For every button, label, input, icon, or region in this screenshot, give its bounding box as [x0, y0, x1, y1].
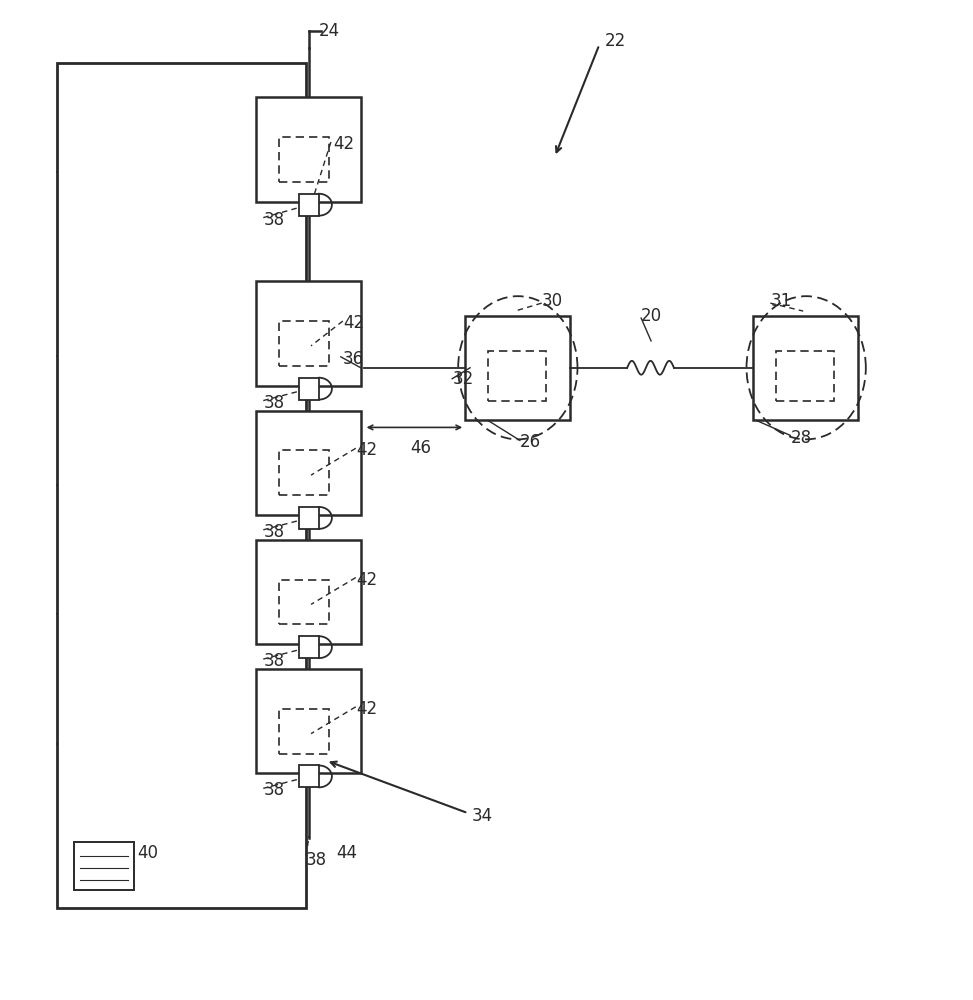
Text: 42: 42 [356, 441, 377, 459]
Text: 26: 26 [520, 433, 541, 451]
Text: 40: 40 [137, 844, 158, 862]
Text: 42: 42 [333, 135, 354, 153]
Bar [488, 351, 546, 401]
Bar [256, 540, 361, 644]
Bar [256, 281, 361, 386]
Bar [57, 63, 306, 908]
Text: 32: 32 [452, 370, 474, 388]
Text: 38: 38 [264, 394, 284, 412]
Text: 38: 38 [264, 211, 284, 229]
Bar [279, 709, 329, 754]
Text: 38: 38 [264, 652, 284, 670]
Bar [776, 351, 834, 401]
Text: 38: 38 [306, 851, 327, 869]
Bar [299, 378, 319, 400]
Bar [256, 97, 361, 202]
Text: 20: 20 [641, 307, 663, 325]
Bar [279, 321, 329, 366]
Text: 24: 24 [319, 22, 341, 40]
Text: 36: 36 [342, 350, 364, 368]
Bar [279, 137, 329, 182]
Bar [256, 411, 361, 515]
Bar [279, 450, 329, 495]
Bar [299, 194, 319, 216]
Text: 46: 46 [411, 439, 431, 457]
Bar [74, 842, 134, 890]
Bar [299, 636, 319, 658]
Text: 28: 28 [790, 429, 811, 447]
Text: 38: 38 [264, 781, 284, 799]
Bar [753, 316, 858, 420]
Text: 38: 38 [264, 523, 284, 541]
Bar [279, 580, 329, 624]
Bar [299, 507, 319, 529]
Text: 31: 31 [771, 292, 792, 310]
Text: 42: 42 [356, 571, 377, 589]
Bar [465, 316, 569, 420]
Text: 30: 30 [542, 292, 562, 310]
Text: 22: 22 [604, 32, 626, 50]
Bar [256, 669, 361, 773]
Bar [299, 765, 319, 787]
Text: 34: 34 [472, 807, 493, 825]
Text: 44: 44 [336, 844, 357, 862]
Text: 42: 42 [342, 314, 364, 332]
Text: 42: 42 [356, 700, 377, 718]
